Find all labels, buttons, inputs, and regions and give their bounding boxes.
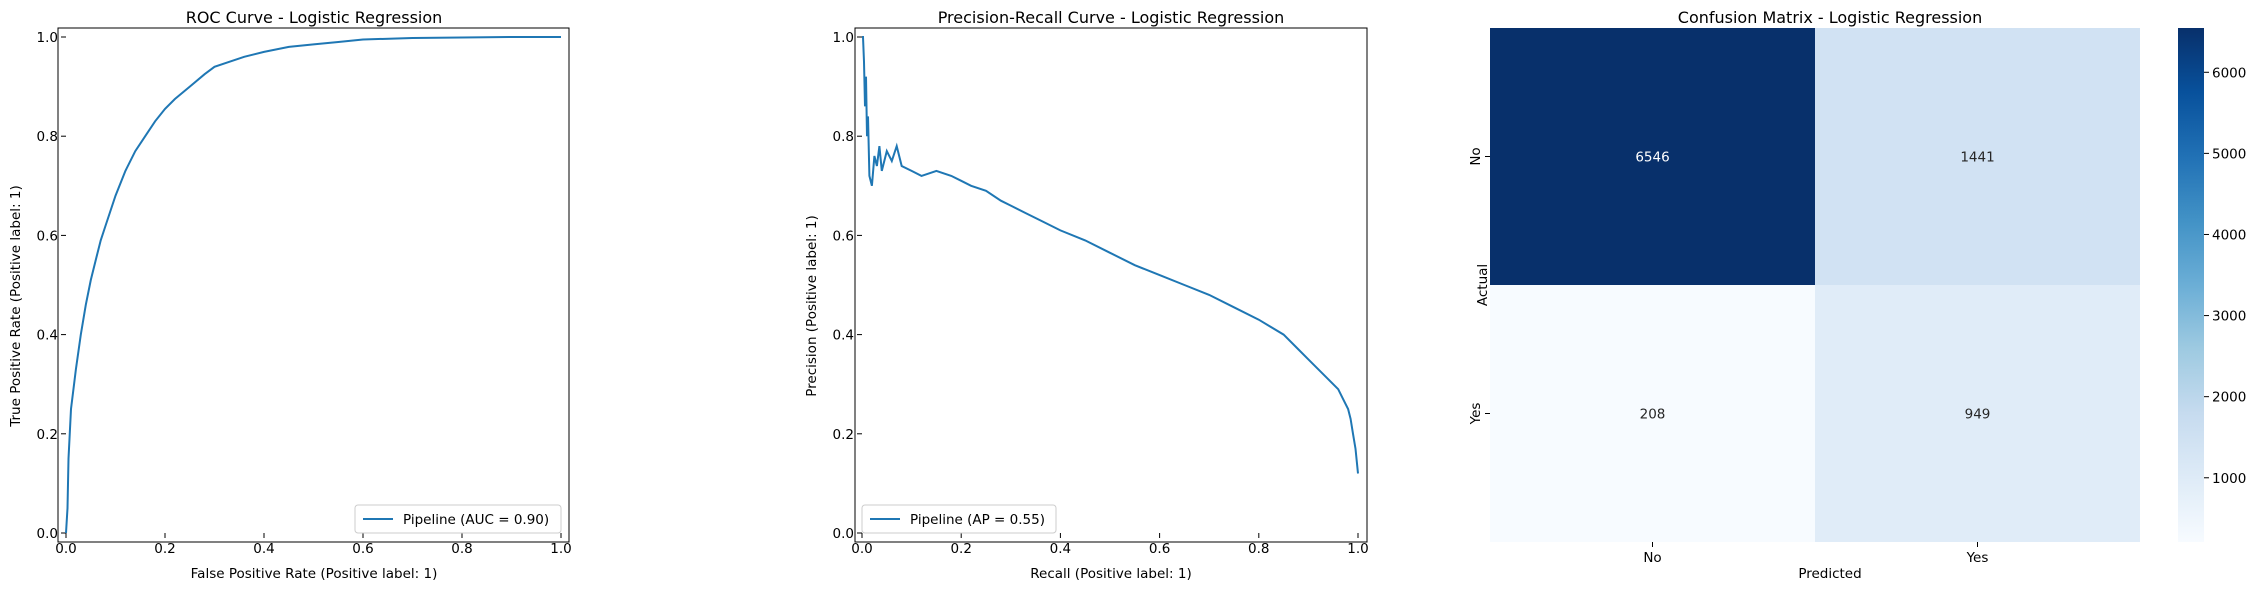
colorbar-tick-label: 3000 (2212, 309, 2246, 325)
pr-y-tick-label: 0.6 (833, 228, 854, 244)
pr-x-tick-label: 1.0 (1347, 541, 1368, 557)
pr-chart: Precision-Recall Curve - Logistic Regres… (804, 8, 1369, 582)
pr-y-tick-label: 0.8 (833, 129, 854, 145)
cm-cell-label: 208 (1640, 407, 1666, 423)
pr-legend: Pipeline (AP = 0.55) (861, 504, 1057, 534)
cm-cell (1815, 285, 2140, 542)
roc-y-tick-label: 0.6 (37, 228, 58, 244)
pr-x-tick-label: 0.8 (1248, 541, 1269, 557)
roc-x-axis-label: False Positive Rate (Positive label: 1) (191, 566, 438, 582)
pr-y-tick-label: 0.0 (833, 526, 854, 542)
pr-legend-label: Pipeline (AP = 0.55) (910, 512, 1045, 528)
cm-cell (1490, 28, 1815, 285)
pr-x-tick-label: 0.4 (1050, 541, 1071, 557)
roc-plot-frame (57, 27, 570, 543)
colorbar-tick-label: 2000 (2212, 390, 2246, 406)
roc-x-tick-label: 1.0 (550, 541, 571, 557)
pr-x-tick-label: 0.0 (851, 541, 872, 557)
pr-y-axis-label: Precision (Positive label: 1) (804, 215, 820, 396)
roc-y-tick-label: 0.4 (37, 328, 58, 344)
roc-y-tick-label: 0.8 (37, 129, 58, 145)
cm-x-tick-label: Yes (1966, 550, 1989, 566)
cm-cell (1490, 285, 1815, 542)
roc-x-tick-label: 0.2 (154, 541, 175, 557)
pr-x-tick-label: 0.2 (950, 541, 971, 557)
roc-y-tick-label: 0.2 (37, 427, 58, 443)
colorbar-tick-label: 5000 (2212, 146, 2246, 162)
pr-x-tick-label: 0.6 (1149, 541, 1170, 557)
cm-x-axis-label: Predicted (1798, 566, 1861, 582)
roc-y-tick-label: 1.0 (37, 30, 58, 46)
roc-y-axis-label: True Positive Rate (Positive label: 1) (8, 185, 24, 428)
roc-y-tick-label: 0.0 (37, 526, 58, 542)
cm-title: Confusion Matrix - Logistic Regression (1678, 8, 1982, 27)
cm-x-tick-label: No (1643, 550, 1661, 566)
pr-x-axis-label: Recall (Positive label: 1) (1030, 566, 1192, 582)
colorbar-gradient (2178, 28, 2204, 542)
colorbar-tick-label: 6000 (2212, 65, 2246, 81)
confusion-matrix-chart: Confusion Matrix - Logistic Regression P… (1468, 8, 2246, 582)
cm-y-tick-label: Yes (1468, 403, 1484, 426)
colorbar-tick-label: 1000 (2212, 471, 2246, 487)
roc-curve-line (65, 36, 561, 534)
pr-y-tick-label: 1.0 (833, 30, 854, 46)
pr-y-tick-label: 0.2 (833, 427, 854, 443)
cm-cell-label: 1441 (1960, 150, 1994, 166)
pr-y-tick-label: 0.4 (833, 328, 854, 344)
cm-y-axis-label: Actual (1475, 264, 1491, 306)
roc-x-tick-label: 0.6 (352, 541, 373, 557)
cm-y-tick-label: No (1468, 147, 1484, 165)
roc-title: ROC Curve - Logistic Regression (186, 8, 443, 27)
roc-legend-label: Pipeline (AUC = 0.90) (403, 512, 549, 528)
cm-colorbar: 1000 2000 3000 4000 5000 6000 (2178, 28, 2246, 542)
roc-chart: ROC Curve - Logistic Regression False Po… (8, 8, 572, 582)
roc-x-tick-label: 0.4 (253, 541, 274, 557)
pr-curve-line (862, 36, 1359, 474)
colorbar-tick-label: 4000 (2212, 227, 2246, 243)
pr-title: Precision-Recall Curve - Logistic Regres… (938, 8, 1285, 27)
roc-x-tick-label: 0.8 (451, 541, 472, 557)
roc-x-tick-label: 0.0 (55, 541, 76, 557)
cm-cell-label: 6546 (1635, 150, 1669, 166)
cm-cell (1815, 28, 2140, 285)
cm-cell-label: 949 (1965, 407, 1991, 423)
roc-legend: Pipeline (AUC = 0.90) (354, 504, 562, 534)
pr-plot-frame (854, 27, 1368, 543)
